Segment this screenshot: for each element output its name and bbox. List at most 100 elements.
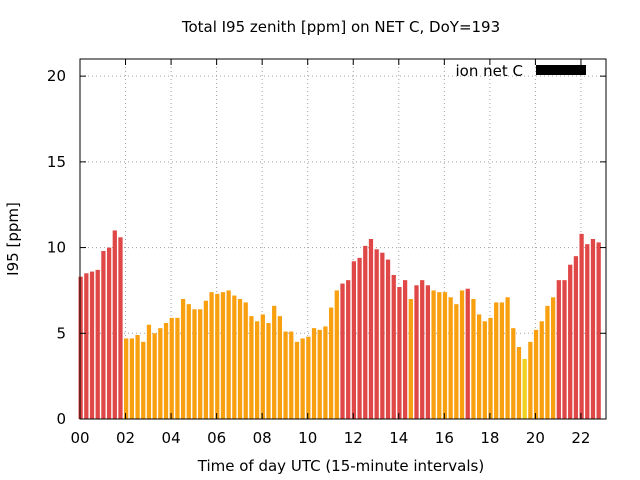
bar [249, 316, 254, 419]
bar [488, 317, 493, 419]
y-tick-label: 0 [56, 410, 66, 428]
bar [152, 333, 157, 419]
bar [420, 280, 425, 419]
bar [545, 305, 550, 419]
x-tick-label: 08 [253, 429, 272, 447]
bar [568, 264, 573, 419]
bar [346, 280, 351, 419]
bar [118, 237, 123, 419]
bar [254, 321, 260, 419]
bar [146, 324, 152, 419]
bar [84, 273, 89, 419]
bar [198, 309, 203, 419]
bar [437, 292, 442, 419]
x-tick-label: 20 [526, 429, 545, 447]
bar [476, 314, 482, 419]
bar [465, 288, 470, 419]
bar [511, 328, 516, 419]
bar [294, 341, 300, 419]
bar [89, 271, 95, 419]
bar [539, 321, 544, 419]
bar [528, 341, 533, 419]
bar [328, 307, 334, 419]
bar [141, 341, 146, 419]
y-tick-label: 5 [56, 324, 66, 342]
bar [351, 261, 357, 419]
bar [283, 331, 288, 419]
bar [277, 316, 283, 419]
bar [448, 297, 453, 419]
bar [163, 323, 169, 419]
bar [78, 276, 83, 419]
bar [175, 317, 180, 419]
bar [585, 244, 590, 419]
bar [556, 280, 561, 419]
bar [579, 233, 584, 419]
bar [499, 302, 505, 419]
x-tick-label: 10 [298, 429, 317, 447]
legend: ion net C [456, 62, 586, 80]
bar [272, 305, 277, 419]
bar [397, 287, 402, 419]
bar [334, 290, 339, 419]
bar [169, 317, 174, 419]
bar [340, 283, 345, 419]
x-tick-label: 00 [70, 429, 89, 447]
bar [454, 304, 459, 419]
x-tick-label: 18 [480, 429, 499, 447]
bar [192, 309, 197, 419]
bar [380, 252, 385, 419]
bar [112, 230, 117, 419]
bar [562, 280, 567, 419]
x-tick-label: 12 [344, 429, 363, 447]
bar [226, 290, 231, 419]
bar [385, 259, 391, 419]
x-axis-label: Time of day UTC (15-minute intervals) [197, 457, 484, 475]
y-axis-label: I95 [ppm] [4, 202, 22, 276]
bar [391, 275, 396, 419]
bar [431, 290, 436, 419]
bar [516, 347, 522, 419]
bar [596, 242, 601, 419]
bar [425, 285, 431, 419]
bar [203, 300, 209, 419]
bar [533, 329, 539, 419]
bar [129, 338, 135, 419]
chart-title: Total I95 zenith [ppm] on NET C, DoY=193 [181, 18, 500, 36]
x-tick-label: 22 [571, 429, 590, 447]
bar [158, 328, 163, 419]
x-tick-label: 04 [162, 429, 181, 447]
bar [215, 293, 220, 419]
bar [363, 245, 368, 419]
bar [220, 292, 226, 419]
bar [311, 328, 317, 419]
bar [306, 336, 311, 419]
bar [357, 257, 362, 419]
bar [124, 338, 129, 419]
x-tick-label: 06 [207, 429, 226, 447]
y-tick-label: 15 [47, 153, 66, 171]
y-tick-label: 20 [47, 67, 66, 85]
bar [573, 256, 579, 419]
x-tick-label: 16 [435, 429, 454, 447]
bar [368, 239, 374, 419]
bar [494, 302, 499, 419]
bar [101, 251, 106, 419]
bar [505, 297, 510, 419]
bar [95, 269, 100, 419]
axis-ticks: 0 5 10 15 20 00 02 04 06 08 10 12 14 16 18 20 22 [47, 59, 606, 447]
bar [522, 359, 527, 419]
bar [232, 295, 237, 419]
x-tick-label: 14 [389, 429, 408, 447]
legend-swatch [536, 65, 586, 75]
bar [243, 302, 248, 419]
bar [482, 321, 487, 419]
y-tick-label: 10 [47, 239, 66, 257]
bar [408, 299, 413, 419]
plot-frame [79, 58, 607, 420]
bar [317, 329, 322, 419]
bar [550, 297, 556, 419]
bar [471, 299, 476, 419]
bar [186, 304, 191, 419]
